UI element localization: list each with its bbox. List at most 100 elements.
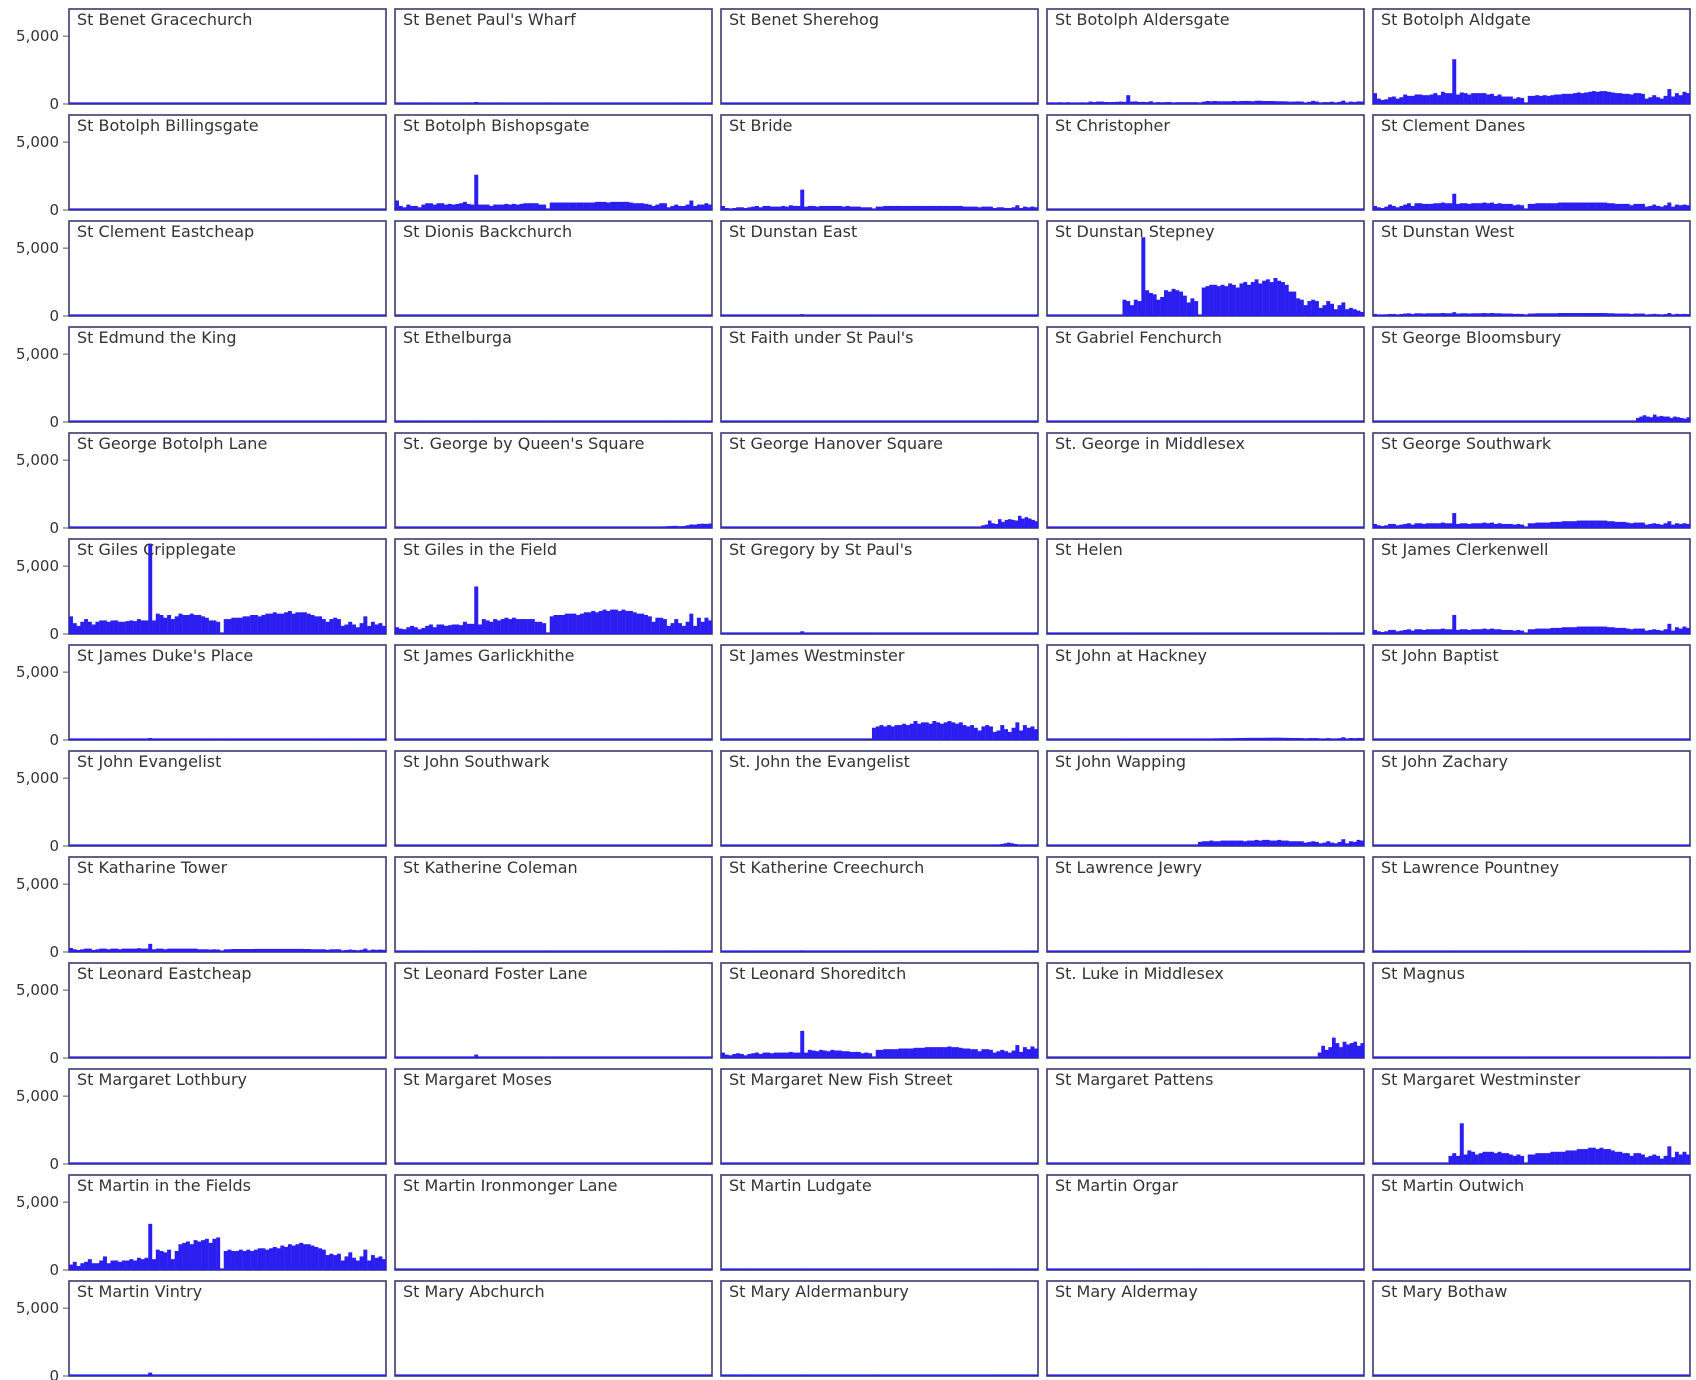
bar [561,1057,566,1058]
bar [1640,93,1645,104]
bar [1373,205,1377,210]
bar [280,739,285,740]
bar [879,206,884,210]
bar [887,1049,892,1058]
bar [1231,840,1236,846]
bar [284,612,289,634]
bar [1591,626,1596,634]
bar [1539,628,1544,634]
bar [1640,628,1645,634]
bar [87,1375,92,1376]
bar [478,1057,482,1058]
bar [598,610,603,634]
bar [121,1260,126,1270]
panel-frame [1372,326,1691,423]
bar [1667,1146,1672,1164]
bar [1667,89,1672,104]
bar [928,205,933,210]
bar [370,1255,375,1270]
bar [374,1375,379,1376]
bar [1501,629,1506,634]
bar [197,1375,202,1376]
bar [432,1057,437,1058]
bar [875,206,880,210]
bar [455,1057,460,1058]
bar [1659,415,1664,422]
bar [1403,204,1408,210]
panel-frame [394,220,713,317]
bar [291,1245,296,1270]
panel-title: St Botolph Billingsgate [77,116,259,135]
bar [736,1053,741,1058]
bar [887,951,892,952]
bar [1314,841,1319,846]
bar [1463,1154,1468,1164]
bar [1588,520,1593,528]
bar [947,205,952,210]
bar [1213,841,1218,846]
bar [868,633,873,634]
bar [133,1375,138,1376]
bar [1546,522,1551,528]
bar [1322,305,1327,316]
panel-st-benet-sherehog: St Benet Sherehog [720,8,1039,105]
bar [223,1251,228,1270]
bar [84,948,89,952]
bar [1444,523,1449,528]
bar [1671,524,1676,528]
bar [1459,1123,1464,1164]
panel-st-john-wapping: St John Wapping [1046,750,1365,847]
bar [1448,93,1453,104]
bar [921,722,925,740]
bar [148,1223,153,1270]
y-tick-label: 0 [49,519,59,537]
bar [981,206,986,210]
bar [359,1256,364,1270]
bar [1328,1047,1333,1058]
bar [1019,730,1024,740]
bar [359,623,364,634]
bar [102,739,107,740]
bar [1686,1154,1691,1164]
bar [992,1052,997,1058]
bar [1671,1157,1676,1164]
bar [265,613,270,634]
bar [834,951,839,952]
bar [1440,628,1445,634]
bar [1388,97,1393,104]
panel-title: St Clement Eastcheap [77,222,254,241]
bar [913,1047,918,1058]
bar [1648,629,1653,634]
bar [1486,203,1491,210]
bar [197,1241,202,1270]
bar [1307,301,1312,316]
bar [466,1057,471,1058]
panel-title: St James Clerkenwell [1381,540,1548,559]
bar [208,620,213,634]
bar [91,624,96,634]
bar [72,623,77,634]
bar [704,523,709,528]
bar [87,948,92,952]
panel-title: St Leonard Eastcheap [77,964,252,983]
bar [99,1375,104,1376]
bar [1422,203,1427,210]
bar [1573,93,1577,104]
bar [155,613,160,634]
bar [174,948,179,952]
bar [902,723,907,740]
bar [1633,628,1638,634]
bar [1406,523,1411,528]
bar [1163,290,1168,316]
bar [1501,203,1506,210]
bar [1595,520,1600,528]
panel-st-katherine-creechurch: St Katherine Creechurch [720,856,1039,953]
bar [1373,523,1377,528]
bar [1584,520,1589,528]
bar [318,1375,323,1376]
bar [284,739,289,740]
bar [822,1050,827,1058]
bar [811,951,816,952]
bar [991,523,995,528]
bar [1007,633,1012,634]
